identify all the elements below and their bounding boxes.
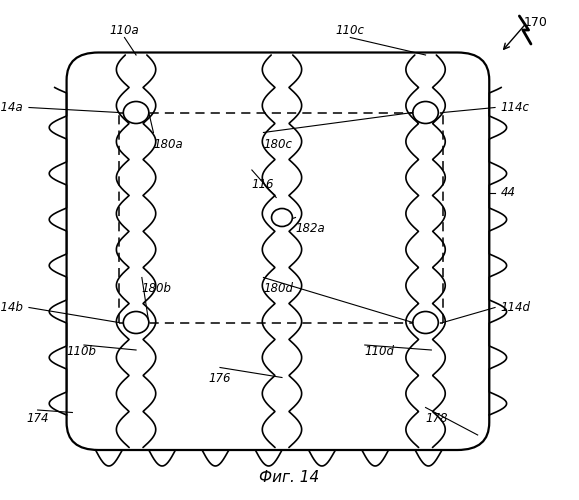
Text: 110d: 110d (365, 345, 395, 358)
Text: 180d: 180d (263, 282, 294, 296)
Text: 114d: 114d (501, 301, 531, 314)
Text: 178: 178 (426, 412, 448, 426)
Text: 174: 174 (26, 412, 49, 426)
Text: 114a: 114a (0, 101, 23, 114)
Text: 116: 116 (252, 178, 274, 190)
Text: 176: 176 (208, 372, 231, 386)
Circle shape (413, 312, 438, 334)
Circle shape (413, 102, 438, 124)
FancyBboxPatch shape (67, 52, 489, 450)
Text: 170: 170 (523, 16, 547, 29)
Circle shape (123, 312, 149, 334)
Text: 180a: 180a (153, 138, 183, 150)
Text: 44: 44 (501, 186, 516, 199)
Text: 110a: 110a (109, 24, 140, 38)
Text: 180b: 180b (142, 282, 172, 296)
Text: Фиг. 14: Фиг. 14 (259, 470, 320, 485)
Circle shape (272, 208, 292, 226)
Text: 182a: 182a (295, 222, 325, 235)
Circle shape (123, 102, 149, 124)
Text: 180c: 180c (263, 138, 292, 150)
Text: 110c: 110c (336, 24, 365, 38)
Text: 114c: 114c (501, 101, 530, 114)
Text: 110b: 110b (67, 345, 97, 358)
Text: 114b: 114b (0, 301, 23, 314)
